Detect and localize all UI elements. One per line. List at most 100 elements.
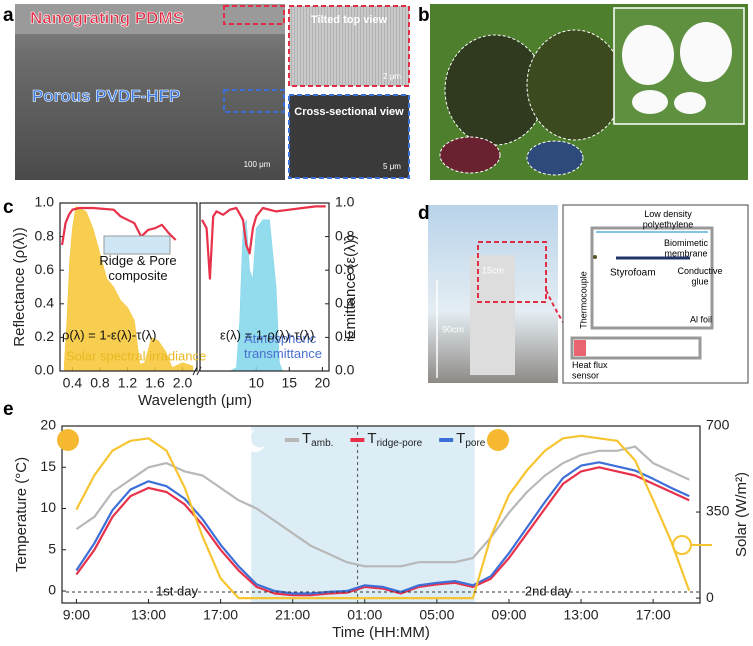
diagram-label: Biomimetic membrane — [664, 238, 709, 258]
callout-box — [223, 5, 285, 25]
white-leaf — [674, 92, 706, 114]
x-tick-label: 2.0 — [173, 375, 193, 391]
y-tick-label: 0.2 — [35, 328, 55, 344]
callout-arrow — [545, 289, 573, 336]
y-axis-title: Emittance (ε(λ)) — [342, 234, 359, 339]
plot-frame — [199, 202, 330, 372]
panel-label: a — [3, 5, 14, 26]
panel-a: Nanograting PDMS Porous PVDF-HFP Tilted … — [15, 4, 410, 180]
callout-box — [223, 89, 285, 113]
panel-b — [430, 4, 748, 180]
y-tick-label: 0 — [48, 582, 56, 598]
panel-label: b — [418, 5, 430, 26]
white-leaf — [680, 22, 732, 82]
night-shade — [251, 426, 475, 603]
x-tick-label: 9:00 — [63, 607, 90, 623]
series-line — [75, 434, 691, 600]
x-tick-label: 01:00 — [347, 607, 382, 623]
diagram-label: Low density polyethylene — [643, 209, 694, 229]
callout — [672, 535, 692, 555]
area — [229, 219, 283, 372]
series-label: Solar spectral irradiance — [66, 348, 206, 363]
dimension-label: 90cm — [442, 324, 464, 334]
diagram-label: Al foil — [690, 314, 712, 324]
series-line — [75, 445, 690, 568]
sun-icon — [57, 429, 79, 451]
sem-top-layer — [15, 4, 285, 34]
x-tick-label: 1.2 — [118, 375, 138, 391]
panel-label: c — [3, 197, 14, 218]
sun-icon — [487, 429, 509, 451]
x-axis-title: Time (HH:MM) — [332, 624, 430, 641]
annotation: Ridge & Pore composite — [99, 253, 176, 283]
y2-tick-label: 700 — [706, 417, 730, 433]
inset-sketch — [103, 235, 171, 255]
y-tick-label: 0.8 — [35, 227, 55, 243]
x-axis-title: Wavelength (μm) — [138, 392, 252, 409]
panel-d: 15cm 90cm Low density polyethylene Biomim… — [428, 204, 749, 384]
dimension-label: 15cm — [482, 265, 504, 275]
annotation: 2nd day — [525, 583, 572, 598]
series-line — [75, 466, 690, 597]
x-tick-label: 20 — [315, 375, 331, 391]
x-tick-label: 13:00 — [131, 607, 166, 623]
series-label: Atmospheric transmittance — [244, 331, 322, 361]
sensor-box — [570, 336, 702, 360]
annotation: ε(λ) = 1-ρ(λ)-τ(λ) — [220, 327, 315, 342]
white-leaf — [622, 25, 674, 85]
diagram-label: Thermocouple — [578, 271, 588, 329]
white-leaf — [632, 90, 668, 114]
inset-title: Cross-sectional view — [294, 106, 404, 118]
x-tick-label: 0.8 — [90, 375, 110, 391]
series-line — [61, 206, 177, 246]
diagram-label: Styrofoam — [610, 268, 656, 279]
area — [63, 206, 194, 372]
y-tick-label: 10 — [40, 499, 56, 515]
sensor — [574, 340, 586, 356]
box — [590, 226, 714, 330]
y-tick-label: 1.0 — [35, 194, 55, 210]
panel-label: d — [418, 203, 430, 224]
y2-tick-label: 0 — [706, 589, 714, 605]
x-tick-label: 17:00 — [203, 607, 238, 623]
series-line — [201, 205, 326, 280]
y2-tick-label: 350 — [706, 503, 730, 519]
panel-label: e — [3, 399, 14, 420]
x-tick-label: 15 — [282, 375, 298, 391]
y2-tick-label: 0.8 — [335, 227, 355, 243]
x-tick-label: 1.6 — [145, 375, 165, 391]
x-tick-label: 0.4 — [63, 375, 83, 391]
charts: 0.4 0.8 1.2 1.6 2.0 0.0 0.2 0.4 0.6 0.8 1.0 Wavelen… — [11, 194, 750, 641]
y-axis-title: Temperature (°C) — [13, 457, 30, 572]
layer-label: Porous PVDF-HFP — [32, 86, 180, 105]
y-tick-label: 5 — [48, 540, 56, 556]
scale-label: 5 μm — [383, 162, 401, 171]
inset-title: Tilted top view — [311, 14, 388, 26]
y-tick-label: 20 — [40, 417, 56, 433]
x-tick-label: 21:00 — [275, 607, 310, 623]
y2-axis-title: Solar (W/m²) — [733, 472, 750, 557]
y2-tick-label: 1.0 — [335, 194, 355, 210]
series-line — [75, 461, 690, 595]
diagram-label: Heat flux sensor — [572, 360, 608, 380]
break — [192, 366, 202, 376]
thermocouple — [593, 255, 597, 259]
scale-label: 2 μm — [383, 72, 401, 81]
annotation: ρ(λ) = 1-ε(λ)-τ(λ) — [62, 327, 157, 342]
y-tick-label: 15 — [40, 458, 56, 474]
plot-frame — [61, 425, 701, 604]
scale-label: 100 μm — [244, 160, 271, 169]
diagram-label: Conductive glue — [677, 266, 722, 286]
x-tick-label: 10 — [248, 375, 264, 391]
leaf — [439, 136, 501, 174]
plot-frame — [59, 202, 198, 372]
y-tick-label: 0.0 — [35, 362, 55, 378]
moon-icon — [244, 430, 265, 452]
callout-box — [477, 241, 547, 303]
x-tick-label: 17:00 — [636, 607, 671, 623]
annotation: 1st day — [156, 583, 198, 598]
inset-bottom — [288, 94, 410, 179]
y2-tick-label: 0.6 — [335, 261, 355, 277]
y-tick-label: 0.6 — [35, 261, 55, 277]
